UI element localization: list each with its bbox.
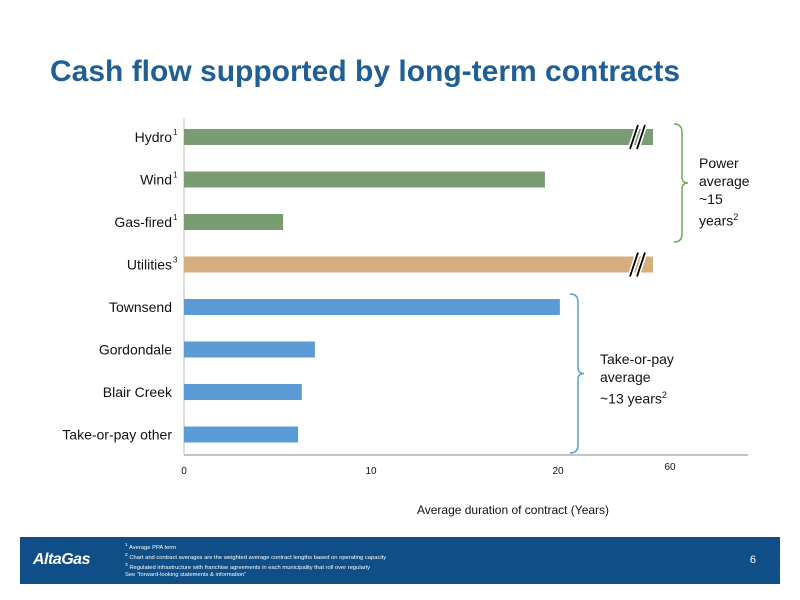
category-label: Utilities: [127, 257, 172, 273]
bar-blair-creek: [184, 384, 302, 400]
footnote-4: See “forward-looking statements & inform…: [125, 572, 247, 579]
power-label-line-1: Power: [699, 155, 739, 171]
category-label: Take-or-pay other: [62, 427, 172, 443]
category-label: Hydro: [135, 129, 173, 145]
category-label: Blair Creek: [103, 384, 173, 400]
x-tick-label: 60: [664, 462, 676, 473]
bar-townsend: [184, 299, 560, 315]
category-label: Townsend: [109, 299, 172, 315]
axis-break-mark: [636, 124, 646, 150]
top-label-sup: 2: [661, 390, 667, 400]
footnote-3: 3 Regulated infrastructure with franchis…: [125, 563, 370, 572]
axis-break-mark: [636, 252, 646, 277]
top-label-line-1: Take-or-pay: [600, 351, 674, 367]
power-label-line-3: ~15: [699, 191, 723, 207]
bar-hydro: [184, 129, 653, 145]
take-or-pay-bracket: [569, 293, 585, 454]
category-superscript: 1: [173, 128, 178, 137]
power-label-sup: 2: [733, 212, 739, 222]
page-number: 6: [749, 554, 756, 566]
category-label: Gas-fired: [114, 214, 172, 230]
category-superscript: 3: [173, 256, 178, 265]
x-axis-label: Average duration of contract (Years): [416, 503, 610, 517]
power-average-label: Power average ~15 years2: [699, 154, 750, 230]
x-tick-label: 10: [365, 466, 377, 477]
x-tick-label: 0: [181, 466, 187, 477]
bar-gas-fired: [184, 214, 284, 230]
footnote-2: 2 Chart and contract averages are the we…: [125, 553, 387, 562]
take-or-pay-average-label: Take-or-pay average ~13 years2: [600, 350, 674, 408]
top-label-line-3: ~13 years: [600, 390, 662, 407]
power-label-line-4: years: [699, 212, 734, 229]
power-bracket: [673, 123, 689, 243]
x-tick-label: 20: [552, 466, 564, 477]
bar-utilities: [184, 256, 653, 273]
bar-wind: [184, 171, 545, 188]
page-title: Cash flow supported by long-term contrac…: [50, 55, 681, 88]
category-superscript: 1: [173, 213, 178, 222]
footer-bar: AltaGas 1 Average PPA term 2 Chart and c…: [20, 537, 780, 584]
altagas-logo: AltaGas: [33, 551, 90, 568]
axis-break-mark: [629, 124, 639, 150]
power-label-line-2: average: [699, 173, 750, 189]
bar-gordondale: [184, 341, 315, 358]
category-label: Wind: [140, 172, 172, 188]
bar-take-or-pay-other: [184, 426, 299, 443]
category-superscript: 1: [173, 171, 178, 180]
footnote-1: 1 Average PPA term: [125, 543, 177, 551]
category-label: Gordondale: [99, 342, 172, 358]
top-label-line-2: average: [600, 369, 651, 385]
footnotes: 1 Average PPA term 2 Chart and contract …: [125, 542, 386, 580]
axis-break-mark: [629, 252, 639, 277]
